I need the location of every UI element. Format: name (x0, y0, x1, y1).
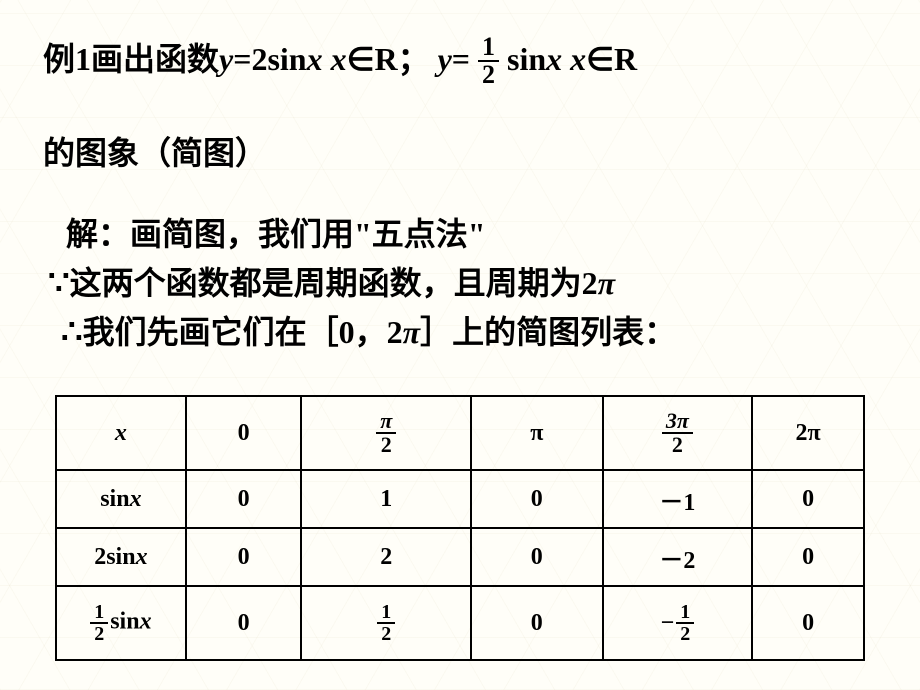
t1in: ∈R； (347, 41, 430, 77)
title-line-1: 例1画出函数y=2sinx x∈R； y= 1 2 sinx x∈R (43, 34, 637, 90)
table-row-2sinx: 2sinx 0 2 0 －2 0 (56, 528, 864, 586)
r1c4: －1 (603, 470, 753, 528)
l5b: ］上的简图列表： (420, 314, 676, 350)
hdr-3pi2: 3π 2 (603, 396, 753, 470)
r3c5: 0 (752, 586, 864, 660)
r1c3: 0 (471, 470, 603, 528)
hdr-x: x (56, 396, 186, 470)
r3c4: − 1 2 (603, 586, 753, 660)
solution-line-2: ∵这两个函数都是周期函数，且周期为2π (48, 258, 615, 304)
t2x: x x (546, 41, 586, 77)
lbl-halfsinx: 1 2 sinx (56, 586, 186, 660)
r3c3: 0 (471, 586, 603, 660)
hdr-0: 0 (186, 396, 302, 470)
hdr-2pi: 2π (752, 396, 864, 470)
t2eq: = (452, 41, 478, 77)
l2: 的图象（简图） (43, 135, 267, 171)
five-point-table: x 0 π 2 π 3π 2 2π sinx 0 1 0 －1 0 2sinx … (55, 395, 865, 661)
hdr-pi: π (471, 396, 603, 470)
frac-num: 1 (478, 34, 499, 62)
table-row-header: x 0 π 2 π 3π 2 2π (56, 396, 864, 470)
title-line-2: 的图象（简图） (43, 128, 267, 174)
lbl-sinx: sinx (56, 470, 186, 528)
l5pi: π (403, 314, 420, 350)
frac-den: 2 (478, 62, 499, 88)
r1c1: 0 (186, 470, 302, 528)
t1: 例1画出函数 (43, 41, 219, 77)
t2in: ∈R (586, 41, 637, 77)
solution-line-3: ∴我们先画它们在［0，2π］上的简图列表： (61, 307, 676, 353)
r2c5: 0 (752, 528, 864, 586)
r1c5: 0 (752, 470, 864, 528)
solution-line-1: 解：画简图，我们用"五点法" (66, 209, 486, 255)
r2c3: 0 (471, 528, 603, 586)
r2c2: 2 (301, 528, 471, 586)
t1eq: =2sin (233, 41, 306, 77)
l4pi: π (598, 265, 615, 301)
t1y: y (219, 41, 233, 77)
table-row-halfsinx: 1 2 sinx 0 1 2 0 − 1 2 0 (56, 586, 864, 660)
l5a: 我们先画它们在［0，2 (83, 314, 403, 350)
r2c1: 0 (186, 528, 302, 586)
because-sym: ∵ (48, 265, 70, 302)
l4: 这两个函数都是周期函数，且周期为2 (70, 265, 598, 301)
table-row-sinx: sinx 0 1 0 －1 0 (56, 470, 864, 528)
l3: 解：画简图，我们用"五点法" (66, 216, 486, 252)
t2y: y (438, 41, 452, 77)
frac-1-2: 1 2 (478, 34, 499, 88)
r1c2: 1 (301, 470, 471, 528)
t1x: x x (307, 41, 347, 77)
lbl-2sinx: 2sinx (56, 528, 186, 586)
therefore-sym: ∴ (61, 314, 83, 351)
t2sin: sin (499, 41, 546, 77)
r3c1: 0 (186, 586, 302, 660)
r2c4: －2 (603, 528, 753, 586)
hdr-pi2: π 2 (301, 396, 471, 470)
r3c2: 1 2 (301, 586, 471, 660)
